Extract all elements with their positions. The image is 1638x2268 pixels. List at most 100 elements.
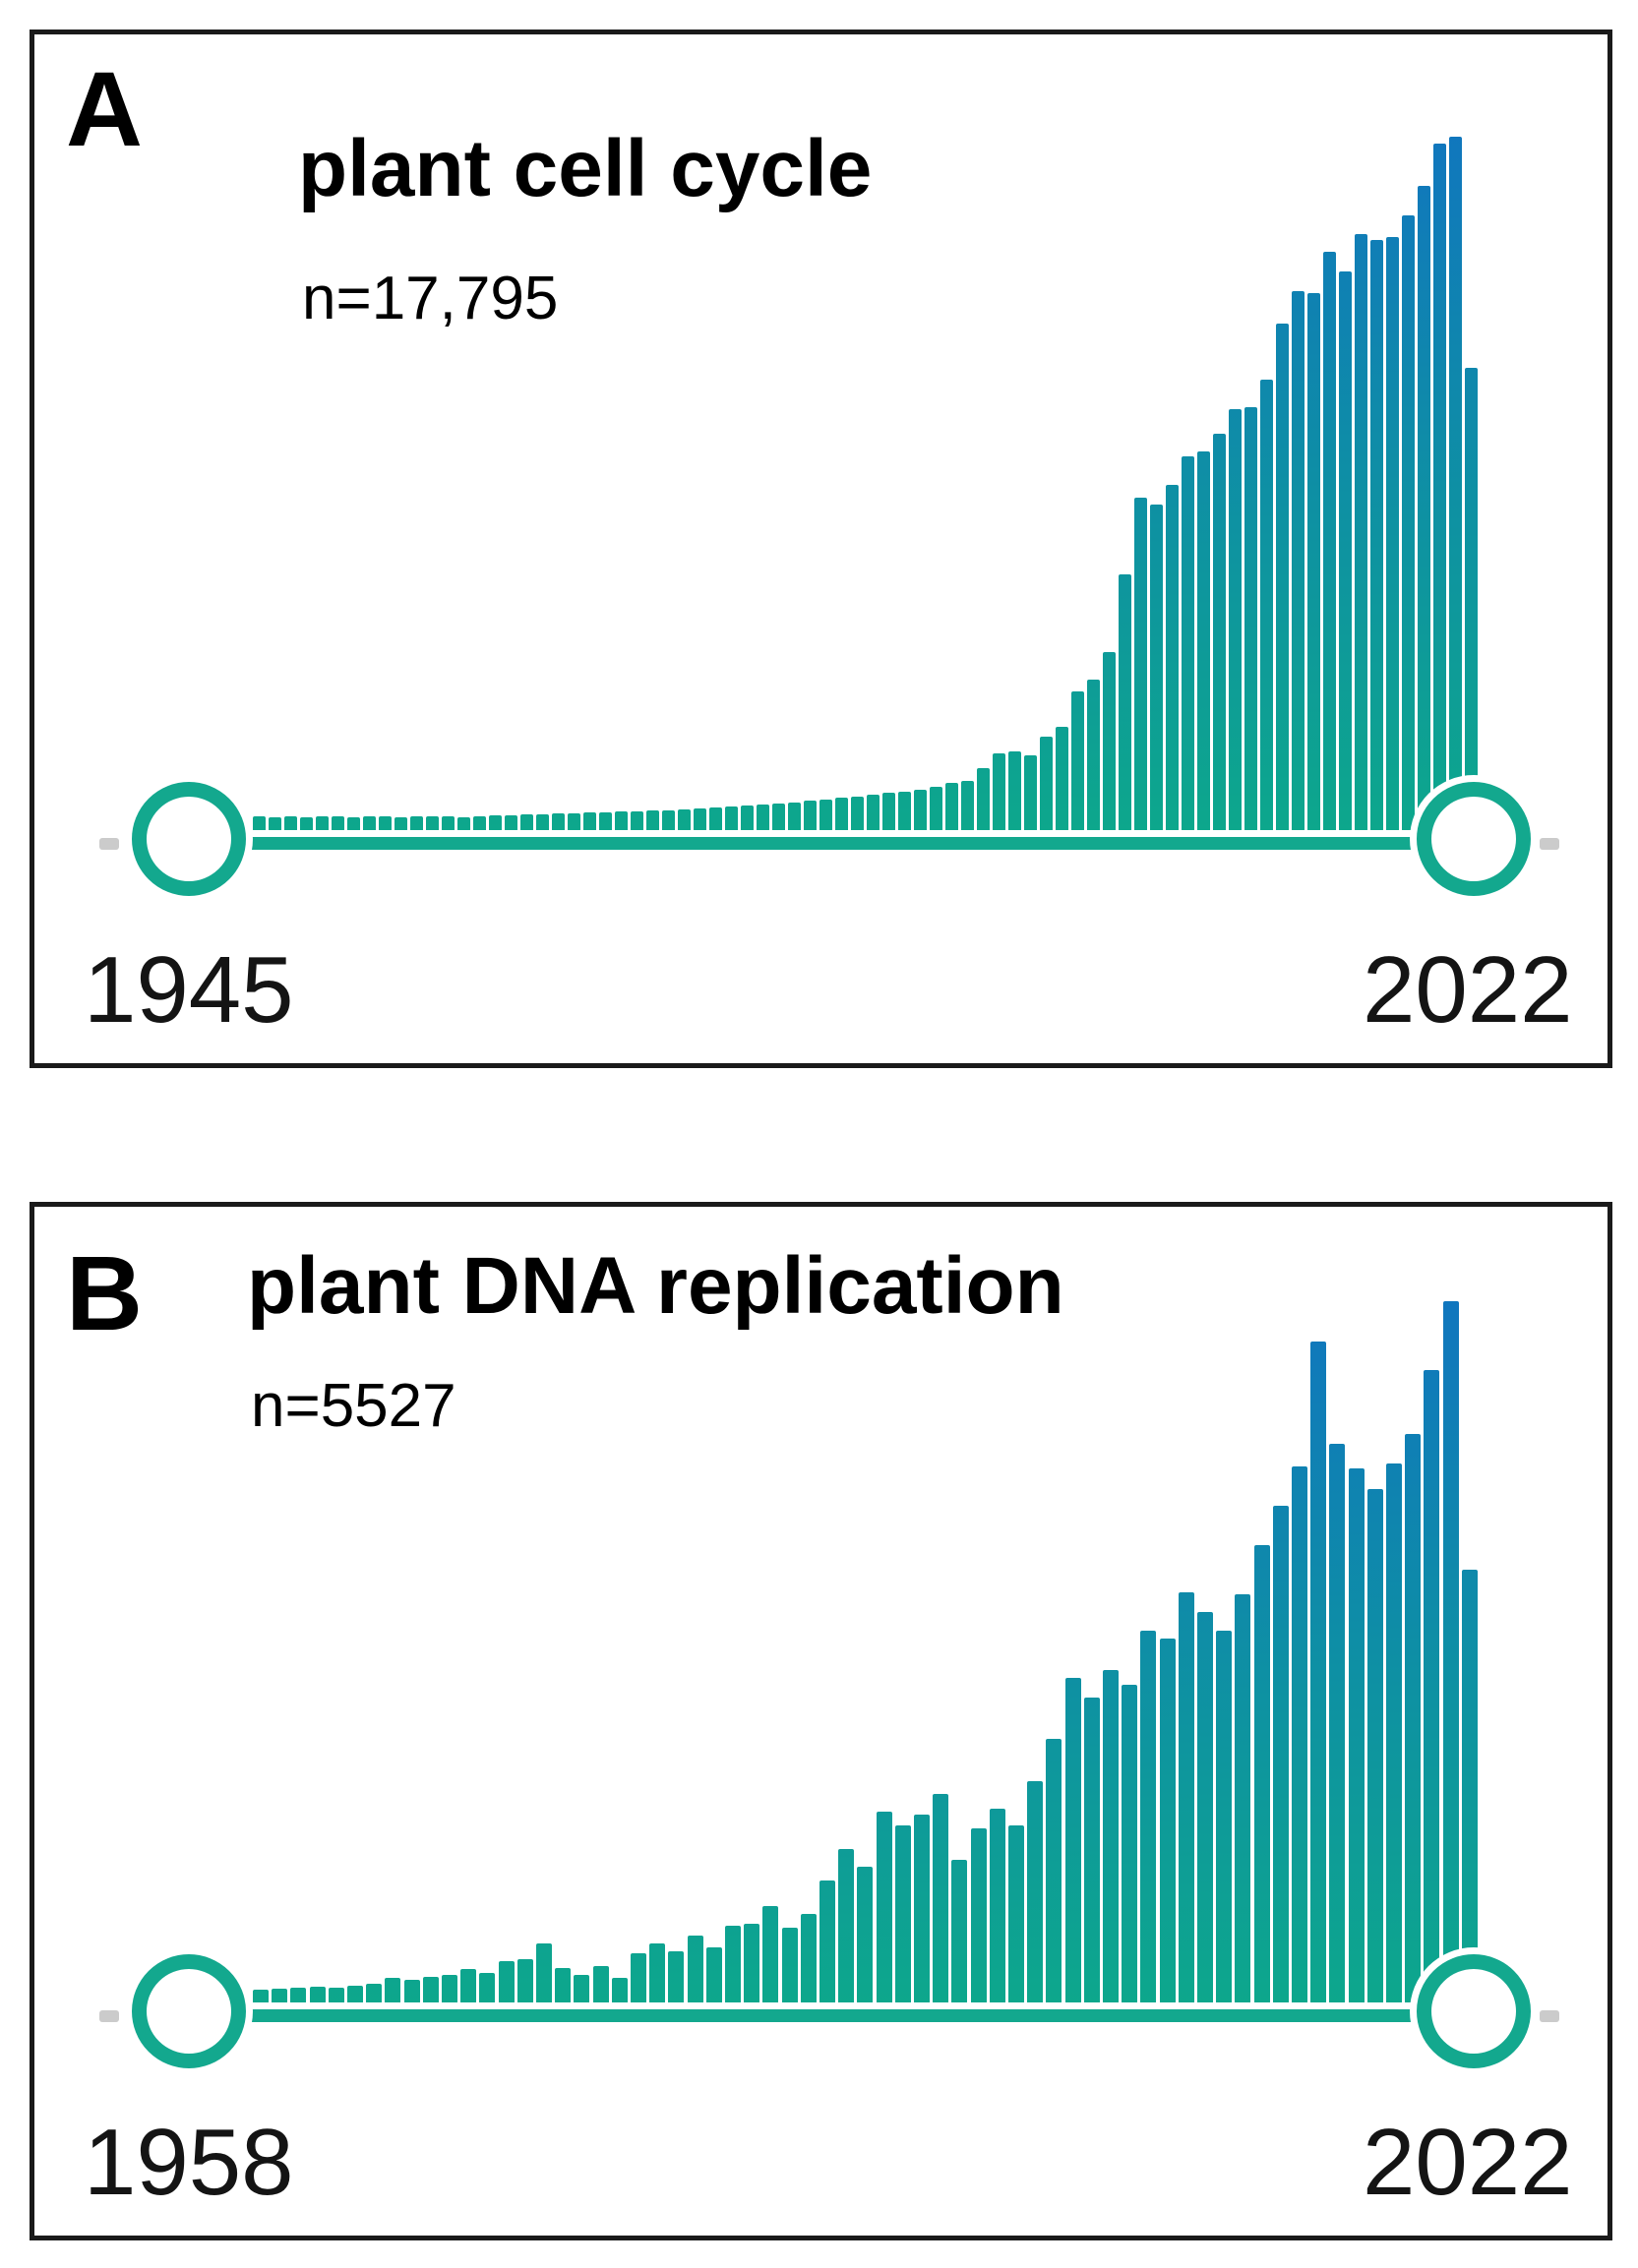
bar-2011 xyxy=(1253,1545,1270,2002)
bar-2018 xyxy=(1386,1463,1402,2002)
bar-1972 xyxy=(516,1959,533,2002)
bar-1966 xyxy=(403,1980,420,2002)
bar-1990 xyxy=(857,1867,874,2002)
bar-2003 xyxy=(1166,485,1179,830)
bar-1978 xyxy=(772,804,785,830)
bar-1998 xyxy=(1087,680,1100,830)
bar-1984 xyxy=(867,795,880,830)
bar-2019 xyxy=(1418,186,1430,830)
chart-title-a: plant cell cycle xyxy=(298,124,873,213)
bar-1970 xyxy=(479,1973,496,2002)
bar-2022 xyxy=(1465,368,1478,830)
bar-2017 xyxy=(1366,1489,1383,2002)
bar-1974 xyxy=(709,807,722,830)
bar-1971 xyxy=(498,1961,515,2002)
timeline-right-stub xyxy=(1540,838,1559,850)
bar-2010 xyxy=(1235,1594,1251,2002)
bar-2004 xyxy=(1122,1685,1138,2002)
bar-1984 xyxy=(744,1924,760,2002)
bar-1990 xyxy=(961,781,974,830)
bars-container-a xyxy=(253,34,1481,830)
bar-1950 xyxy=(332,816,344,830)
bar-2001 xyxy=(1064,1678,1081,2002)
panel-a: A plant cell cycle n=17,795 1945 2022 xyxy=(30,30,1612,1068)
bar-plot-a: 1945 2022 xyxy=(34,34,1608,1063)
bar-1960 xyxy=(290,1988,307,2002)
bar-1982 xyxy=(705,1947,722,2002)
bar-1996 xyxy=(970,1828,987,2002)
bar-1978 xyxy=(631,1953,646,2002)
bar-1983 xyxy=(851,797,864,830)
bar-2005 xyxy=(1197,451,1210,830)
bar-2005 xyxy=(1140,1631,1157,2002)
bar-1961 xyxy=(309,1987,326,2002)
bar-1957 xyxy=(442,816,455,830)
timeline-end-circle xyxy=(1417,1954,1531,2068)
bar-2000 xyxy=(1046,1739,1062,2002)
end-year-label-b: 2022 xyxy=(1363,2110,1573,2215)
bar-1965 xyxy=(568,813,580,830)
bar-1967 xyxy=(422,1977,439,2002)
timeline-end-circle xyxy=(1417,782,1531,896)
bar-1952 xyxy=(363,816,376,830)
bar-1963 xyxy=(347,1986,363,2002)
bar-2015 xyxy=(1329,1444,1346,2002)
bar-2010 xyxy=(1276,324,1289,830)
bar-1960 xyxy=(489,815,502,830)
sample-size-label-a: n=17,795 xyxy=(302,265,559,332)
bar-1991 xyxy=(876,1812,892,2002)
bar-2008 xyxy=(1244,407,1257,830)
bar-1945 xyxy=(253,816,266,830)
bar-2020 xyxy=(1433,144,1446,830)
bar-2004 xyxy=(1182,456,1194,830)
bar-1962 xyxy=(520,814,533,830)
bar-1987 xyxy=(800,1914,817,2002)
bar-1948 xyxy=(300,817,313,830)
bar-1973 xyxy=(694,808,706,830)
bar-1993 xyxy=(914,1815,930,2002)
bar-1961 xyxy=(505,815,517,830)
bar-1946 xyxy=(269,817,281,830)
bar-2015 xyxy=(1355,234,1367,830)
bar-2012 xyxy=(1272,1506,1289,2002)
bar-1979 xyxy=(788,803,801,830)
bar-1995 xyxy=(951,1860,968,2002)
bar-1971 xyxy=(662,810,675,830)
bar-1962 xyxy=(328,1988,344,2002)
bar-1980 xyxy=(668,1951,685,2002)
bar-1970 xyxy=(646,810,659,830)
start-year-label-a: 1945 xyxy=(84,937,294,1043)
bar-2018 xyxy=(1402,215,1415,830)
bar-2003 xyxy=(1103,1670,1119,2002)
bar-1955 xyxy=(410,816,423,830)
bar-1974 xyxy=(555,1968,572,2002)
bar-1979 xyxy=(649,1943,666,2002)
bar-1973 xyxy=(536,1943,552,2002)
bar-1967 xyxy=(599,812,612,830)
bar-1994 xyxy=(933,1794,949,2002)
bar-1985 xyxy=(762,1906,779,2002)
bar-2009 xyxy=(1260,380,1273,830)
bar-1980 xyxy=(804,801,817,830)
panel-letter-b: B xyxy=(66,1233,143,1352)
bar-1966 xyxy=(583,812,596,830)
bar-1998 xyxy=(1008,1825,1024,2002)
bar-1983 xyxy=(725,1926,741,2002)
bar-2002 xyxy=(1150,505,1163,830)
bar-1981 xyxy=(819,800,832,830)
bar-1977 xyxy=(611,1978,628,2002)
sample-size-label-b: n=5527 xyxy=(251,1372,456,1440)
timeline-start-circle xyxy=(132,782,246,896)
bar-1968 xyxy=(442,1975,457,2002)
bar-1985 xyxy=(882,793,895,830)
bar-2020 xyxy=(1424,1370,1440,2002)
bar-1994 xyxy=(1024,755,1037,830)
bar-2016 xyxy=(1348,1468,1365,2002)
bar-1959 xyxy=(272,1989,288,2002)
bar-2013 xyxy=(1292,1466,1307,2002)
bar-2006 xyxy=(1159,1639,1176,2002)
bar-1965 xyxy=(385,1978,401,2002)
timeline-start-circle xyxy=(132,1954,246,2068)
bar-1997 xyxy=(1071,691,1084,830)
